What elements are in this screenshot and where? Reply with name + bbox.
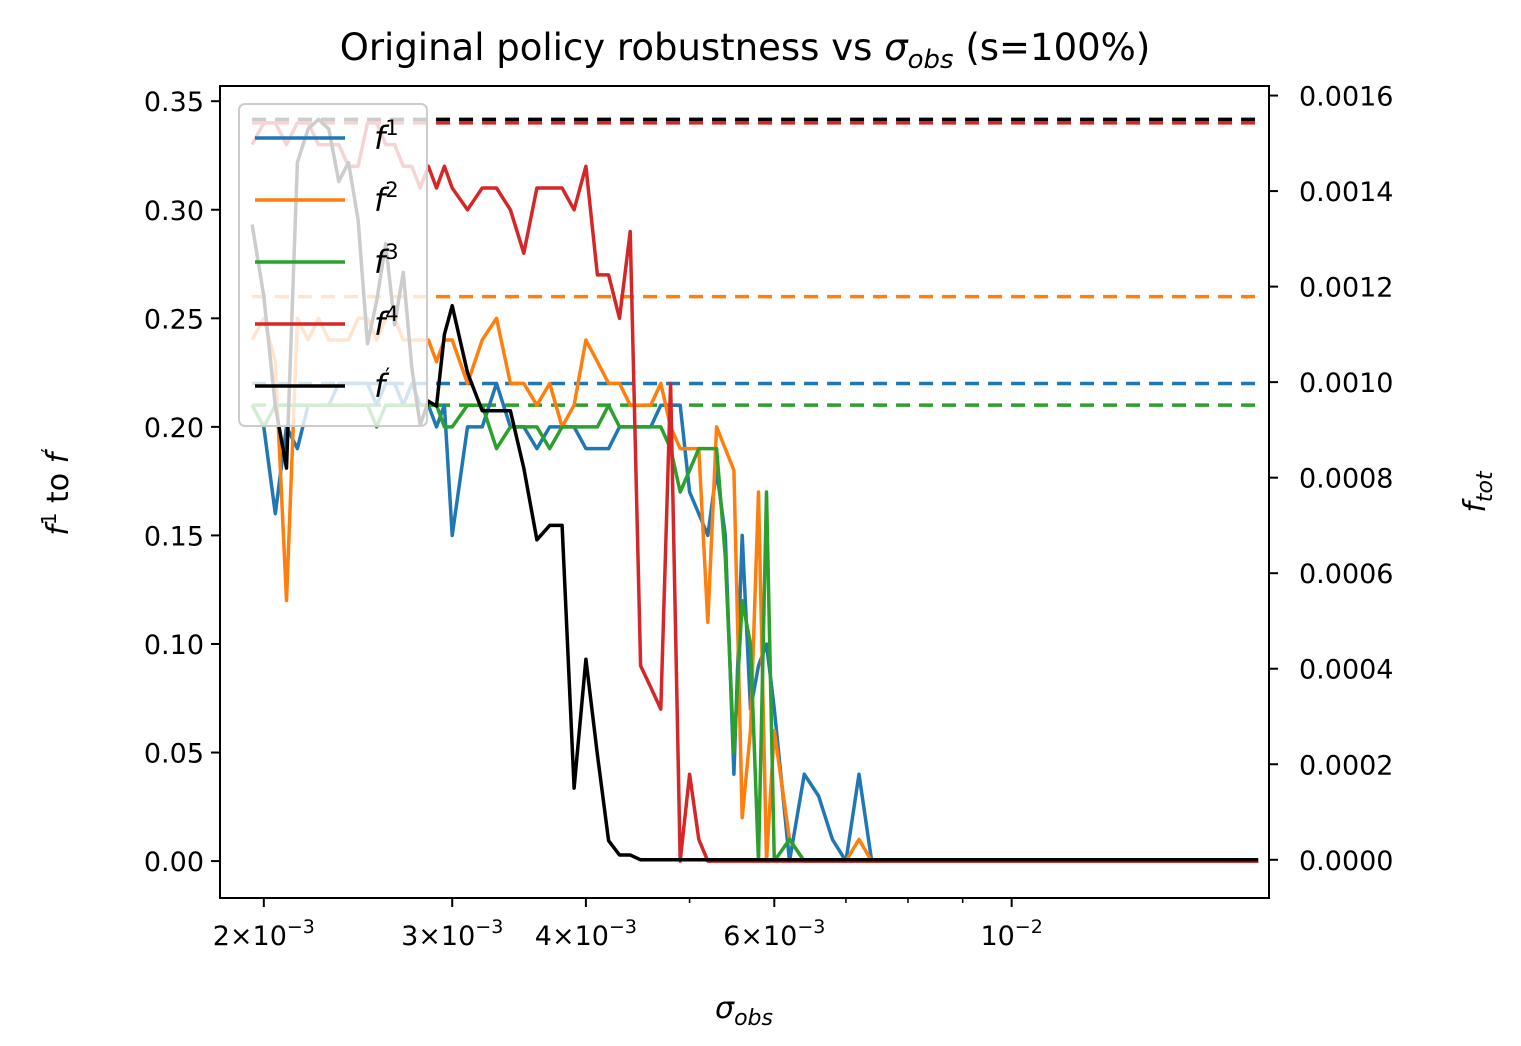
plot-frame	[219, 85, 1270, 899]
y-axis-label-right: ftot	[1458, 470, 1498, 513]
x-tick-label-4: 10−2	[980, 916, 1042, 952]
y2-tick-label-7: 0.0014	[1299, 177, 1393, 208]
y-tick-label-5: 0.25	[144, 304, 204, 335]
y-tick-label-7: 0.35	[144, 87, 204, 118]
x-tick-label-2: 4×10−3	[535, 916, 637, 952]
x-axis: 2×10−3 3×10−3 4×10−3 6×10−3 10−2	[213, 898, 1043, 952]
y2-tick-label-5: 0.0010	[1299, 368, 1393, 399]
y-axis-label-left: f1 to f′	[37, 448, 76, 536]
y2-tick-label-2: 0.0004	[1299, 655, 1393, 686]
chart-title: Original policy robustness vs σobs (s=10…	[340, 26, 1151, 75]
y-tick-label-3: 0.15	[144, 521, 204, 552]
y-tick-label-6: 0.30	[144, 196, 204, 227]
y2-tick-label-6: 0.0012	[1299, 273, 1393, 304]
x-tick-label-1: 3×10−3	[401, 916, 503, 952]
y-tick-label-0: 0.00	[144, 847, 204, 878]
y2-tick-label-8: 0.0016	[1299, 82, 1393, 113]
y2-tick-label-3: 0.0006	[1299, 559, 1393, 590]
x-tick-label-0: 2×10−3	[213, 916, 315, 952]
x-axis-label: σobs	[715, 991, 773, 1031]
y-tick-label-1: 0.05	[144, 739, 204, 770]
y-axis-left: 0.00 0.05 0.10 0.15 0.20 0.25 0.30 0.35	[144, 87, 220, 878]
y-tick-label-4: 0.20	[144, 413, 204, 444]
y-axis-right: 0.0000 0.0002 0.0004 0.0006 0.0008 0.0010 0.00…	[1269, 82, 1393, 877]
y2-tick-label-4: 0.0008	[1299, 464, 1393, 495]
legend-box	[238, 103, 428, 427]
x-tick-label-3: 6×10−3	[723, 916, 825, 952]
y-tick-label-2: 0.10	[144, 630, 204, 661]
y2-tick-label-0: 0.0000	[1299, 846, 1393, 877]
y2-tick-label-1: 0.0002	[1299, 750, 1393, 781]
